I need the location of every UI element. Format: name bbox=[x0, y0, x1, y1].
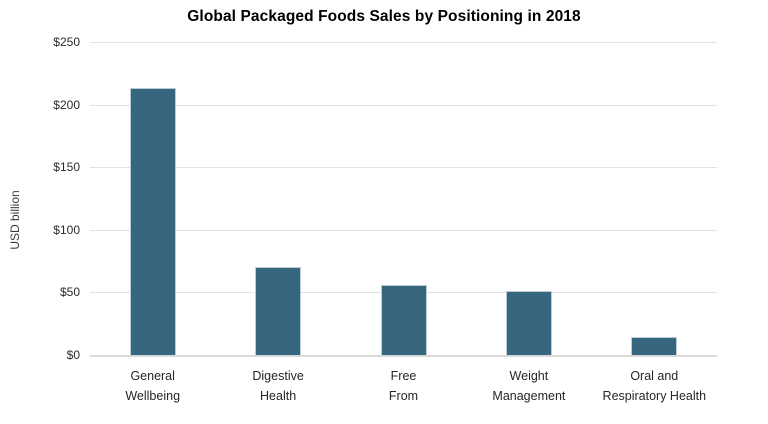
bar-digestive-health bbox=[255, 267, 302, 355]
x-axis-category-label-line: Health bbox=[260, 389, 297, 403]
x-axis-category-label-line: Oral and bbox=[630, 369, 679, 383]
x-axis-category-label-line: Weight bbox=[509, 369, 549, 383]
plot-area bbox=[90, 42, 717, 357]
y-axis-title: USD billion bbox=[8, 190, 22, 250]
x-axis-category-label-line: Digestive bbox=[252, 369, 304, 383]
x-axis-category-label-weight-management: Weight Management bbox=[492, 366, 565, 406]
chart-title: Global Packaged Foods Sales by Positioni… bbox=[187, 8, 581, 25]
x-axis-category-label-line: Management bbox=[492, 389, 566, 403]
x-axis-category-label-free-from: Free From bbox=[389, 366, 418, 406]
gridline-200 bbox=[90, 104, 717, 106]
x-axis-category-label-line: General bbox=[130, 369, 175, 383]
x-axis-category-label-line: Wellbeing bbox=[125, 389, 181, 403]
y-axis-tick-label: $50 bbox=[59, 285, 80, 300]
x-axis-category-label-line: From bbox=[388, 389, 419, 403]
y-axis-tick-label: $150 bbox=[53, 160, 80, 175]
gridline-100 bbox=[90, 229, 717, 231]
y-axis-tick-label: $100 bbox=[53, 222, 80, 237]
x-axis-category-label-general-wellbeing: General Wellbeing bbox=[125, 366, 180, 406]
bar-weight-management bbox=[505, 291, 552, 355]
bar-free-from bbox=[380, 284, 427, 355]
bar-oral-and-respiratory-health bbox=[631, 337, 678, 355]
bar-general-wellbeing bbox=[129, 88, 176, 355]
x-axis-category-label-oral-and-respiratory-health: Oral and Respiratory Health bbox=[603, 366, 707, 406]
x-axis-category-label-line: Respiratory Health bbox=[602, 389, 707, 403]
gridline-150 bbox=[90, 167, 717, 169]
x-axis-category-label-line: Free bbox=[390, 369, 417, 383]
y-axis-tick-label: $0 bbox=[66, 348, 80, 362]
y-axis-tick-label: $250 bbox=[53, 35, 80, 49]
gridline-250 bbox=[90, 42, 717, 43]
y-axis-tick-label: $200 bbox=[53, 97, 80, 112]
x-axis-category-label-digestive-health: Digestive Health bbox=[252, 366, 303, 406]
